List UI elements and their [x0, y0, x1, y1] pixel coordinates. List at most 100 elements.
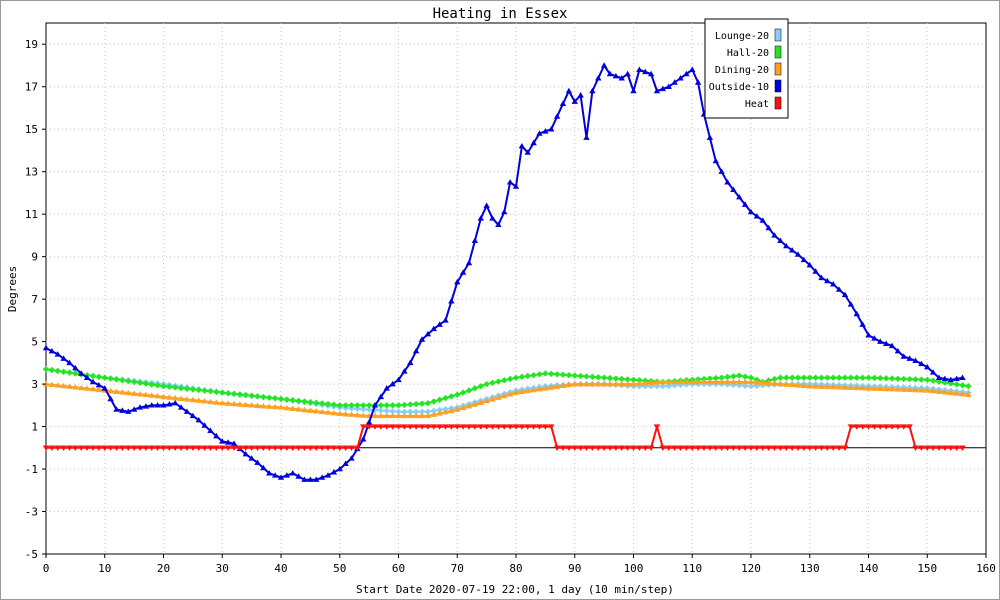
heat-marker — [119, 445, 126, 451]
outside-10-marker — [266, 470, 273, 476]
heat-marker — [647, 445, 655, 451]
heat-marker — [524, 424, 531, 430]
heat-marker — [277, 445, 285, 451]
outside-10-marker — [553, 113, 561, 119]
hall-20-marker — [624, 376, 631, 383]
heat-marker — [483, 424, 490, 430]
dining-20-marker — [900, 386, 907, 392]
dining-20-marker — [183, 396, 191, 402]
heat-marker — [430, 424, 437, 430]
heat-marker — [724, 445, 731, 451]
outside-10-marker — [677, 75, 684, 81]
heat-marker — [888, 424, 896, 430]
x-tick-label: 0 — [43, 562, 50, 575]
dining-20-marker — [612, 380, 620, 387]
outside-10-marker — [935, 374, 943, 380]
hall-20-marker — [113, 376, 120, 383]
dining-20-marker — [965, 391, 972, 397]
heat-marker — [477, 424, 484, 430]
legend-label-hall-20: Hall-20 — [727, 48, 769, 59]
hall-20-marker — [160, 383, 167, 390]
chart-title: Heating in Essex — [433, 6, 568, 22]
dining-20-marker — [371, 412, 379, 419]
outside-10-marker — [659, 85, 667, 92]
outside-10-marker — [160, 402, 167, 408]
heat-marker — [95, 445, 103, 451]
dining-20-marker — [454, 406, 461, 412]
outside-10-marker — [465, 259, 473, 266]
hall-20-marker — [213, 388, 220, 396]
hall-20-marker — [935, 378, 943, 385]
hall-20-marker — [489, 379, 496, 387]
heat-marker — [360, 424, 367, 430]
outside-10-marker — [959, 374, 966, 380]
dining-20-marker — [606, 380, 614, 387]
x-tick-label: 60 — [392, 562, 405, 575]
outside-10-marker — [888, 342, 896, 349]
outside-10-marker — [636, 66, 643, 72]
dining-20-marker — [747, 378, 755, 385]
hall-20-marker — [924, 376, 931, 384]
outside-10-marker — [483, 202, 490, 208]
dining-20-marker — [201, 398, 208, 404]
dining-20-marker — [759, 379, 766, 386]
outside-10-marker — [389, 380, 396, 387]
outside-10-marker — [548, 126, 555, 132]
outside-10-marker — [806, 261, 813, 268]
dining-20-marker — [624, 380, 631, 387]
outside-10-marker — [871, 335, 878, 341]
heat-marker — [906, 424, 913, 430]
hall-20-marker — [794, 374, 802, 381]
dining-20-marker — [918, 387, 925, 393]
hall-20-marker — [553, 371, 561, 378]
hall-20-marker — [518, 373, 526, 381]
outside-10-marker — [60, 355, 67, 361]
dining-20-marker — [277, 404, 285, 410]
heat-marker — [894, 424, 902, 430]
heat-marker — [706, 445, 714, 451]
dining-20-marker — [160, 393, 167, 400]
lounge-20-marker — [389, 408, 396, 415]
outside-10-marker — [83, 374, 91, 380]
hall-20-marker — [595, 374, 602, 381]
dining-20-marker — [536, 385, 543, 392]
hall-20-marker — [207, 388, 214, 395]
heat-marker — [377, 424, 385, 430]
heat-marker — [624, 445, 631, 451]
heat-marker — [177, 445, 185, 451]
hall-20-marker — [289, 397, 296, 404]
hall-20-marker — [224, 390, 232, 397]
dining-20-marker — [783, 381, 790, 387]
heat-marker — [48, 445, 56, 451]
dining-20-marker — [459, 404, 467, 411]
heat-marker — [201, 445, 208, 451]
dining-20-marker — [54, 382, 61, 388]
lounge-20-marker — [401, 408, 408, 415]
heat-marker — [935, 445, 943, 451]
hall-20-marker — [824, 374, 831, 381]
dining-20-marker — [83, 385, 91, 391]
outside-10-marker — [248, 455, 255, 461]
dining-20-marker — [113, 388, 120, 394]
y-tick-label: 9 — [31, 251, 38, 264]
outside-10-marker — [78, 370, 85, 376]
dining-20-marker — [95, 386, 103, 393]
hall-20-marker — [888, 375, 896, 382]
outside-10-marker — [342, 460, 349, 466]
legend-label-heat: Heat — [745, 99, 769, 110]
outside-10-marker — [154, 402, 161, 408]
dining-20-marker — [941, 389, 949, 395]
outside-10-marker — [524, 149, 531, 155]
x-tick-label: 20 — [157, 562, 170, 575]
outside-10-marker — [242, 450, 249, 457]
outside-10-marker — [877, 338, 884, 344]
hall-20-marker — [172, 384, 179, 391]
dining-20-marker — [542, 385, 549, 391]
hall-20-marker — [454, 391, 461, 398]
lounge-20-marker — [407, 408, 414, 415]
lounge-20-marker — [365, 406, 373, 413]
y-axis-label: Degrees — [6, 266, 19, 312]
hall-20-marker — [906, 375, 913, 383]
dining-20-marker — [142, 391, 150, 398]
